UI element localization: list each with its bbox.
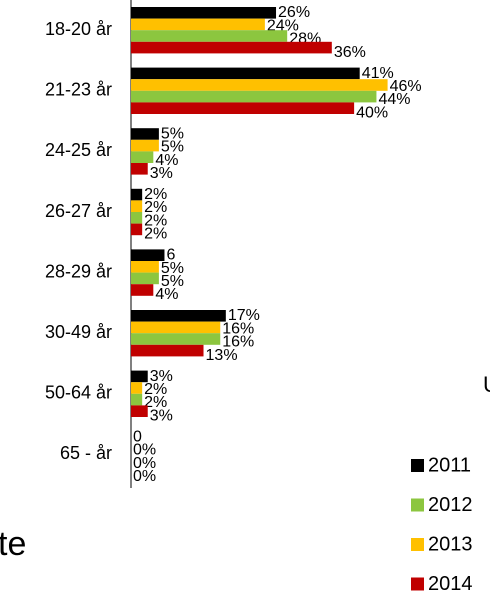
bar bbox=[131, 370, 148, 383]
category-label: 21-23 år bbox=[45, 80, 112, 100]
bar bbox=[131, 128, 159, 140]
bar bbox=[131, 79, 388, 91]
value-label: 2% bbox=[144, 199, 167, 216]
bar bbox=[131, 310, 226, 322]
value-label: 5% bbox=[161, 273, 184, 290]
legend-label: 2013 bbox=[428, 533, 473, 555]
category-label: 26-27 år bbox=[45, 201, 112, 221]
bar bbox=[131, 200, 143, 212]
legend-swatch bbox=[411, 538, 424, 551]
value-label: 5% bbox=[161, 260, 184, 277]
value-label: 36% bbox=[334, 44, 366, 61]
value-label: 6 bbox=[166, 247, 175, 264]
bar bbox=[131, 139, 159, 152]
bar bbox=[131, 405, 148, 417]
bar bbox=[131, 67, 360, 80]
bar bbox=[131, 163, 148, 175]
bar bbox=[131, 223, 143, 236]
value-label: 40% bbox=[356, 104, 388, 121]
value-label: 2% bbox=[144, 212, 167, 229]
legend-swatch bbox=[411, 459, 424, 472]
value-label: 0% bbox=[133, 468, 156, 485]
bar bbox=[131, 344, 204, 357]
value-label: 2% bbox=[144, 394, 167, 411]
value-label: 4% bbox=[155, 152, 178, 169]
bar bbox=[131, 272, 159, 285]
value-label: 46% bbox=[390, 78, 422, 95]
bar bbox=[131, 7, 277, 19]
bar bbox=[131, 393, 143, 406]
value-label: 41% bbox=[362, 65, 394, 82]
category-label: 30-49 år bbox=[45, 322, 112, 342]
bar bbox=[131, 30, 288, 42]
category-label: 65 - år bbox=[60, 443, 112, 463]
value-label: 2% bbox=[144, 186, 167, 203]
bar bbox=[131, 90, 377, 103]
bar bbox=[131, 284, 154, 296]
legend-swatch bbox=[411, 577, 424, 591]
bar bbox=[131, 249, 165, 261]
value-label: 17% bbox=[228, 307, 260, 324]
value-label: 2% bbox=[144, 381, 167, 398]
value-label: 16% bbox=[222, 320, 254, 337]
value-label: 13% bbox=[206, 347, 238, 364]
cropped-text: U bbox=[483, 372, 490, 397]
legend-label: 2014 bbox=[428, 573, 473, 595]
category-label: 28-29 år bbox=[45, 261, 112, 281]
bar bbox=[131, 41, 332, 54]
bar bbox=[131, 18, 265, 31]
value-label: 3% bbox=[150, 165, 173, 182]
bar bbox=[131, 261, 159, 273]
value-label: 2% bbox=[144, 226, 167, 243]
value-label: 0 bbox=[133, 428, 142, 445]
value-label: 0% bbox=[133, 442, 156, 459]
value-label: 5% bbox=[161, 139, 184, 156]
value-label: 44% bbox=[378, 91, 410, 108]
value-label: 5% bbox=[161, 125, 184, 142]
cropped-text: te bbox=[0, 525, 26, 563]
bar bbox=[131, 321, 221, 334]
value-label: 4% bbox=[155, 286, 178, 303]
category-label: 50-64 år bbox=[45, 383, 112, 403]
legend-label: 2011 bbox=[428, 454, 471, 476]
value-label: 3% bbox=[150, 407, 173, 424]
value-label: 3% bbox=[150, 368, 173, 385]
category-label: 18-20 år bbox=[45, 19, 112, 39]
bar bbox=[131, 212, 143, 224]
bar bbox=[131, 151, 154, 163]
legend-swatch bbox=[411, 498, 424, 512]
value-label: 24% bbox=[267, 17, 299, 34]
value-label: 26% bbox=[278, 4, 310, 21]
legend-label: 2012 bbox=[428, 494, 473, 516]
bar bbox=[131, 102, 355, 114]
value-label: 16% bbox=[222, 334, 254, 351]
value-label: 0% bbox=[133, 455, 156, 472]
bar bbox=[131, 382, 143, 394]
bar bbox=[131, 188, 143, 201]
category-label: 24-25 år bbox=[45, 140, 112, 160]
bar bbox=[131, 333, 221, 345]
